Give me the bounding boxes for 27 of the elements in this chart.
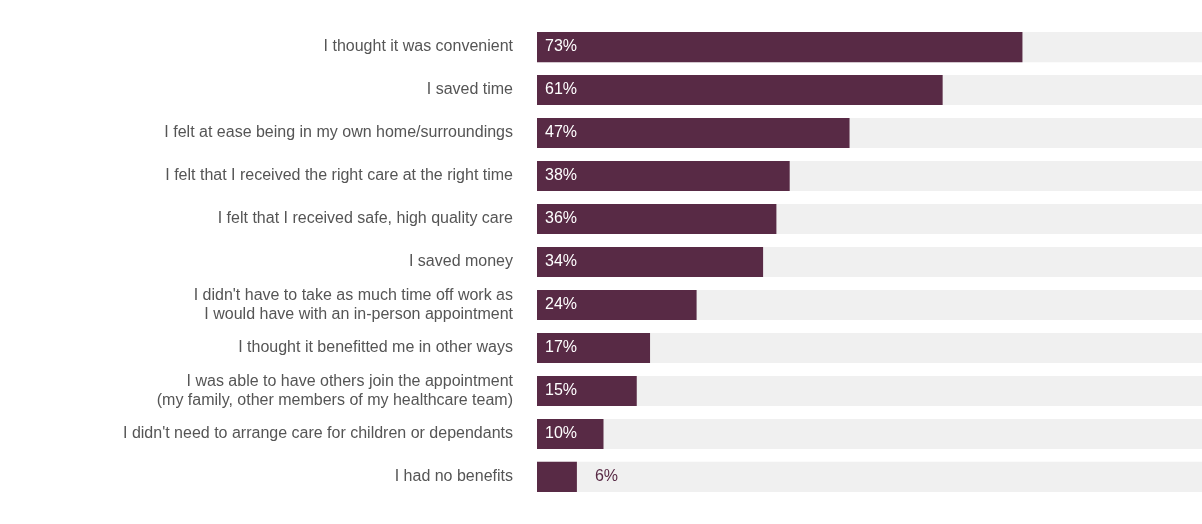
data-label: 17% (545, 338, 578, 356)
bar (537, 461, 577, 492)
bar (537, 375, 637, 406)
y-tick-label: I thought it was convenient (323, 37, 514, 55)
y-tick-label: I had no benefits (394, 467, 513, 485)
data-label: 6% (594, 467, 619, 485)
y-tick-label: I was able to have others join the appointment (my family, other members of my healthcare team) (156, 371, 514, 408)
y-tick-label: I didn't need to arrange care for children or dependants (123, 424, 513, 442)
data-label: 10% (545, 424, 578, 442)
data-label: 38% (545, 166, 578, 184)
y-tick-label: I didn't have to take as much time off work as I would have with an in-person appointment (193, 285, 514, 322)
y-tick-label: I thought it benefitted me in other ways (238, 338, 513, 356)
y-tick-label: I saved money (408, 252, 513, 270)
bar (537, 332, 651, 364)
data-label: 61% (545, 80, 578, 98)
data-label: 15% (545, 381, 578, 399)
data-label: 34% (545, 252, 578, 270)
data-label: 47% (545, 123, 578, 141)
data-label: 24% (545, 295, 578, 313)
data-label: 36% (545, 209, 578, 227)
bar (537, 418, 604, 449)
data-label: 73% (545, 37, 578, 55)
y-tick-label: I saved time (426, 80, 514, 98)
y-tick-label: I felt at ease being in my own home/surroundings (164, 123, 513, 141)
y-tick-label: I felt that I received the right care at the right time (165, 166, 514, 184)
bar (537, 289, 697, 321)
y-tick-label: I felt that I received safe, high quality care (217, 209, 514, 227)
